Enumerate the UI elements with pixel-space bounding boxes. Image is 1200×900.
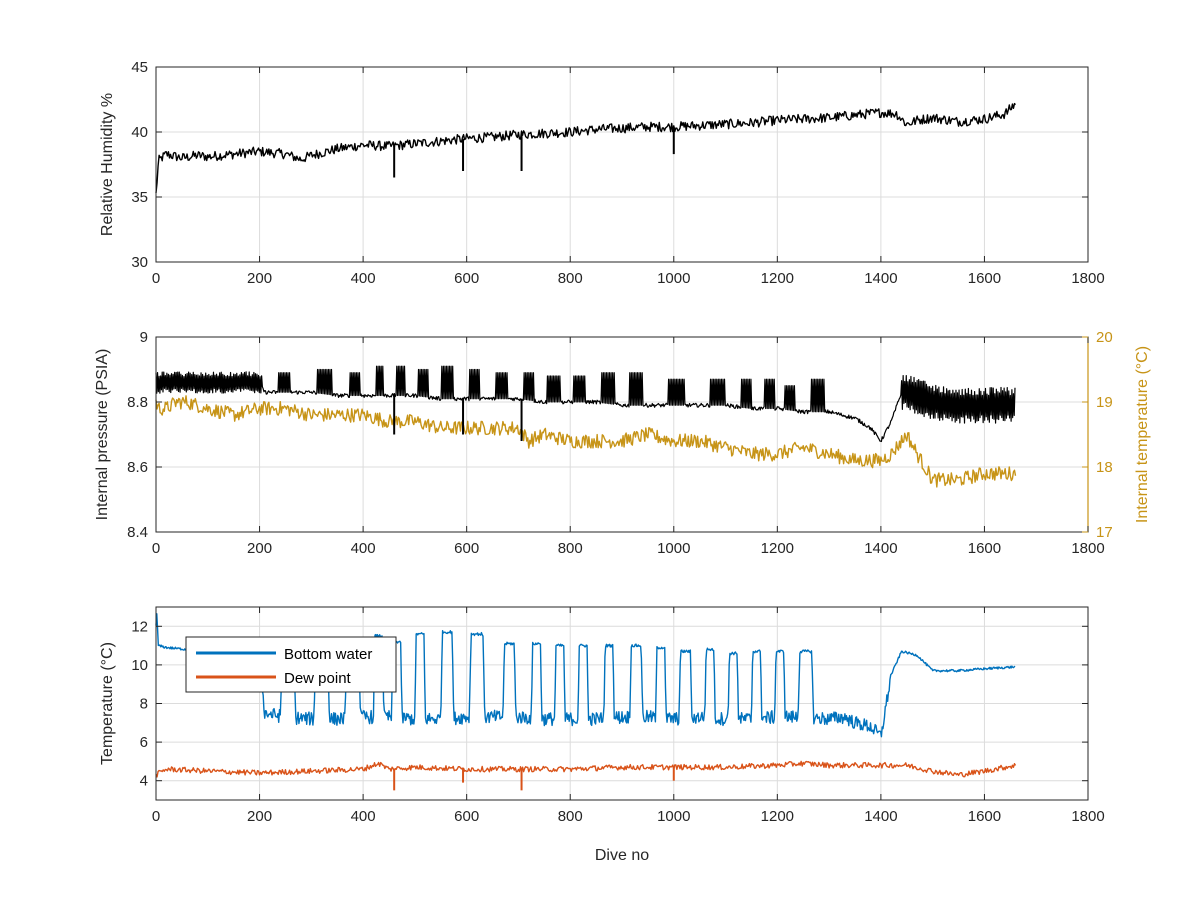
x-tick-label: 1800 xyxy=(1071,808,1104,825)
x-tick-label: 600 xyxy=(454,808,479,825)
x-tick-label: 1200 xyxy=(761,540,794,557)
y-tick-label: 4 xyxy=(140,773,148,790)
internal-pressure-line xyxy=(155,365,1016,443)
humidity-y-axis-label: Relative Humidity % xyxy=(99,93,116,236)
y-tick-label-right: 17 xyxy=(1096,524,1113,541)
legend-box xyxy=(185,636,397,693)
dew-point-line xyxy=(155,760,1017,778)
y-tick-label: 45 xyxy=(131,59,148,76)
temperature-grid xyxy=(155,607,1089,800)
humidity-axes-frame xyxy=(155,66,1089,263)
humidity-series xyxy=(155,102,1016,193)
humidity-axes-background xyxy=(156,67,1088,262)
x-tick-label: 200 xyxy=(247,540,272,557)
x-tick-label: 0 xyxy=(152,808,160,825)
y-tick-label: 10 xyxy=(131,657,148,674)
humidity-line xyxy=(155,102,1016,193)
y-tick-label: 40 xyxy=(131,124,148,141)
pressure-axes-background xyxy=(156,337,1088,532)
y-tick-label: 35 xyxy=(131,189,148,206)
pressure-ticks: 0 200 400 600 800 1000 1200 1400 1600 1800 8.4 8.6 8… xyxy=(127,329,1113,557)
y-tick-label: 8.4 xyxy=(127,524,148,541)
x-tick-label: 1200 xyxy=(761,808,794,825)
x-tick-label: 400 xyxy=(351,540,376,557)
x-tick-label: 200 xyxy=(247,808,272,825)
y-tick-label: 8.6 xyxy=(127,459,148,476)
x-tick-label: 200 xyxy=(247,270,272,287)
x-tick-label: 600 xyxy=(454,270,479,287)
x-tick-label: 1200 xyxy=(761,270,794,287)
x-tick-label: 0 xyxy=(152,270,160,287)
y-tick-label-right: 19 xyxy=(1096,394,1113,411)
y-tick-label-right: 18 xyxy=(1096,459,1113,476)
pressure-y-axis-label: Internal pressure (PSIA) xyxy=(94,349,111,521)
y-tick-label: 8.8 xyxy=(127,394,148,411)
x-tick-label: 600 xyxy=(454,540,479,557)
temperature-series xyxy=(155,613,1017,791)
legend-label-bottom-water: Bottom water xyxy=(284,646,372,663)
temperature-y-axis-label: Temperature (°C) xyxy=(99,642,116,765)
x-tick-label: 0 xyxy=(152,540,160,557)
x-tick-label: 1000 xyxy=(657,270,690,287)
x-tick-label: 1400 xyxy=(864,540,897,557)
x-tick-label: 1600 xyxy=(968,270,1001,287)
x-tick-label: 1000 xyxy=(657,540,690,557)
humidity-panel: 0 200 400 600 800 1000 1200 1400 1600 1800 30 35 40 4… xyxy=(99,59,1105,287)
temperature-panel: 0 200 400 600 800 1000 1200 1400 1600 1800 4 6 8 10 12… xyxy=(99,606,1105,864)
x-tick-label: 1400 xyxy=(864,270,897,287)
x-tick-label: 1600 xyxy=(968,540,1001,557)
bottom-water-line xyxy=(155,613,1016,738)
x-tick-label: 400 xyxy=(351,270,376,287)
y-tick-label: 12 xyxy=(131,618,148,635)
y-tick-label: 6 xyxy=(140,734,148,751)
x-tick-label: 1800 xyxy=(1071,540,1104,557)
pressure-series xyxy=(155,365,1017,488)
x-tick-label: 1400 xyxy=(864,808,897,825)
x-tick-label: 800 xyxy=(558,270,583,287)
x-tick-label: 800 xyxy=(558,808,583,825)
x-tick-label: 400 xyxy=(351,808,376,825)
x-tick-label: 800 xyxy=(558,540,583,557)
y-tick-label-right: 20 xyxy=(1096,329,1113,346)
pressure-panel: 0 200 400 600 800 1000 1200 1400 1600 1800 8.4 8.6 8… xyxy=(94,329,1151,557)
humidity-ticks: 0 200 400 600 800 1000 1200 1400 1600 1800 30 35 40 4… xyxy=(131,59,1104,287)
legend-label-dew-point: Dew point xyxy=(284,670,352,687)
x-tick-label: 1000 xyxy=(657,808,690,825)
internal-temperature-y-axis-label: Internal temperature (°C) xyxy=(1134,346,1151,523)
y-tick-label: 30 xyxy=(131,254,148,271)
temperature-ticks: 0 200 400 600 800 1000 1200 1400 1600 1800 4 6 8 10 12 xyxy=(131,607,1105,825)
y-tick-label: 9 xyxy=(140,329,148,346)
internal-temperature-line xyxy=(155,395,1017,488)
x-tick-label: 1600 xyxy=(968,808,1001,825)
legend: Bottom water Dew point xyxy=(185,636,397,693)
y-tick-label: 8 xyxy=(140,696,148,713)
x-tick-label: 1800 xyxy=(1071,270,1104,287)
dive-no-x-axis-label: Dive no xyxy=(595,847,649,864)
